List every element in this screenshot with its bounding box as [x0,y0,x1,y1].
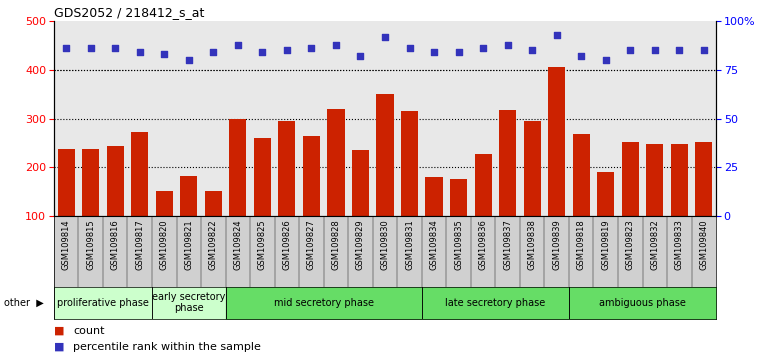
Text: GSM109838: GSM109838 [527,219,537,270]
Point [453,50,465,55]
Point [648,47,661,53]
Point [207,50,219,55]
Text: proliferative phase: proliferative phase [57,298,149,308]
Text: GSM109815: GSM109815 [86,219,95,270]
Bar [671,144,688,216]
Point [109,46,122,51]
Text: GSM109830: GSM109830 [380,219,390,270]
Point [403,46,416,51]
Point [133,50,146,55]
Point [673,47,685,53]
Bar [695,142,712,216]
Point [158,51,170,57]
Text: early secretory
phase: early secretory phase [152,292,226,314]
Text: GSM109839: GSM109839 [552,219,561,270]
Text: count: count [73,326,105,336]
Text: GSM109820: GSM109820 [159,219,169,270]
Text: GSM109840: GSM109840 [699,219,708,270]
Text: mid secretory phase: mid secretory phase [273,298,373,308]
Bar [303,136,320,216]
Bar [548,68,565,216]
Bar [401,111,418,216]
Text: GSM109821: GSM109821 [184,219,193,270]
Bar [621,142,639,216]
Text: GSM109826: GSM109826 [283,219,291,270]
Text: other  ▶: other ▶ [4,298,44,308]
Point [428,50,440,55]
Text: GSM109814: GSM109814 [62,219,71,270]
Bar [426,177,443,216]
Bar [254,138,271,216]
Point [551,32,563,38]
Text: GSM109833: GSM109833 [675,219,684,270]
Point [330,42,342,47]
Bar [598,172,614,216]
Text: percentile rank within the sample: percentile rank within the sample [73,342,261,352]
Point [354,53,367,59]
Bar [278,121,296,216]
Bar [58,149,75,216]
Bar [106,146,124,216]
Text: ambiguous phase: ambiguous phase [599,298,686,308]
Bar [474,154,492,216]
Point [60,46,72,51]
Text: GSM109837: GSM109837 [503,219,512,270]
Text: GSM109832: GSM109832 [651,219,659,270]
Point [379,34,391,40]
Point [477,46,489,51]
Bar [156,190,172,216]
Text: GSM109829: GSM109829 [356,219,365,270]
Point [305,46,317,51]
Bar [327,109,344,216]
Text: ■: ■ [54,342,65,352]
Bar [352,150,369,216]
Text: GSM109825: GSM109825 [258,219,267,270]
Point [85,46,97,51]
Point [526,47,538,53]
Text: GSM109836: GSM109836 [479,219,487,270]
Bar [205,190,222,216]
Text: GSM109831: GSM109831 [405,219,414,270]
Point [501,42,514,47]
Bar [180,176,197,216]
Point [232,42,244,47]
Point [281,47,293,53]
Bar [229,119,246,216]
Point [575,53,588,59]
Point [600,57,612,63]
Text: GSM109819: GSM109819 [601,219,611,270]
Bar [646,144,664,216]
Point [698,47,710,53]
Bar [82,149,99,216]
Point [182,57,195,63]
Text: GSM109824: GSM109824 [233,219,243,270]
Text: GSM109818: GSM109818 [577,219,586,270]
Text: GSM109828: GSM109828 [331,219,340,270]
Point [624,47,637,53]
Text: late secretory phase: late secretory phase [445,298,545,308]
Text: GSM109835: GSM109835 [454,219,463,270]
Bar [499,110,516,216]
Text: GSM109834: GSM109834 [430,219,439,270]
Text: GDS2052 / 218412_s_at: GDS2052 / 218412_s_at [54,6,204,19]
Bar [377,94,393,216]
Point [256,50,269,55]
Text: GSM109817: GSM109817 [136,219,144,270]
Bar [131,132,149,216]
Bar [573,134,590,216]
Text: GSM109827: GSM109827 [307,219,316,270]
Text: ■: ■ [54,326,65,336]
Text: GSM109822: GSM109822 [209,219,218,270]
Bar [524,121,541,216]
Text: GSM109823: GSM109823 [626,219,634,270]
Text: GSM109816: GSM109816 [111,219,119,270]
Bar [450,179,467,216]
